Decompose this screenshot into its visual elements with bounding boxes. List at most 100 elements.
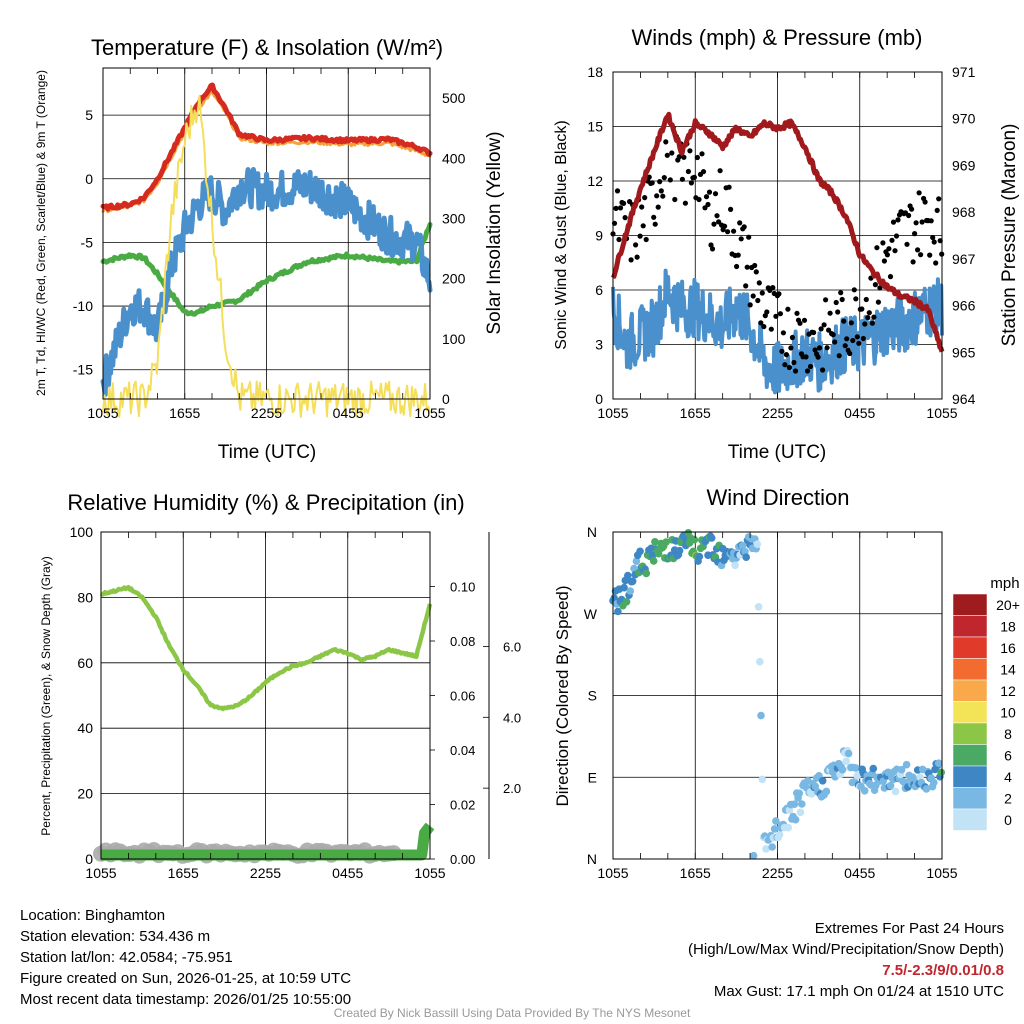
precip-tick-label: 0.02 <box>450 798 475 813</box>
legend-swatch <box>952 615 988 638</box>
precip-tick-label: 0.04 <box>450 743 475 758</box>
gust-point <box>750 293 756 299</box>
wind-direction-point <box>690 535 699 544</box>
wind-direction-point <box>642 569 651 578</box>
gust-point <box>616 236 622 243</box>
legend-swatch <box>952 593 988 616</box>
gust-point <box>722 223 728 229</box>
x-tick-label: 2255 <box>250 865 281 881</box>
gust-point <box>685 168 692 175</box>
y-tick-label: 40 <box>77 720 93 736</box>
gust-point <box>927 252 933 258</box>
gust-point <box>717 168 723 174</box>
wind-direction-point <box>768 843 776 851</box>
x-tick-label: 1655 <box>680 865 711 881</box>
y2-tick-label: 100 <box>442 331 466 347</box>
gust-point <box>893 233 900 239</box>
gust-point <box>874 245 880 251</box>
gust-point <box>912 231 918 237</box>
wind-direction-point <box>869 764 878 773</box>
gust-point <box>913 220 919 226</box>
legend-swatch <box>952 787 988 810</box>
winds-ticks: 1055 1655 2255 0455 105503691215189649659669… <box>587 64 975 421</box>
extremes-title: Extremes For Past 24 Hours <box>814 920 1004 937</box>
wind-direction-point <box>784 823 792 832</box>
gust-point <box>639 204 645 210</box>
gust-point <box>743 283 749 289</box>
temperature-title: Temperature (F) & Insolation (W/m²) <box>91 35 443 60</box>
y2-tick-label: 971 <box>952 64 976 80</box>
y-tick-label: 0 <box>85 851 93 867</box>
wind-direction-point <box>610 594 618 602</box>
wind-direction-point <box>844 749 853 758</box>
extremes-values: 7.5/-2.3/9/0.01/0.8 <box>882 962 1004 979</box>
gust-point <box>797 320 803 326</box>
gust-point <box>820 367 826 373</box>
wind-direction-point <box>790 800 799 808</box>
gust-point <box>890 219 897 225</box>
wind-direction-point <box>707 534 716 542</box>
x-tick-label: 2255 <box>251 405 282 421</box>
gust-point <box>931 239 937 245</box>
pressure-ylabel: Station Pressure (Maroon) <box>999 124 1020 347</box>
y2-tick-label: 400 <box>442 150 466 166</box>
humidity-panel: Relative Humidity (%) & Precipitation (i… <box>39 490 521 881</box>
gust-point <box>801 317 808 323</box>
wind-direction-point <box>798 800 806 808</box>
gust-point <box>871 314 877 320</box>
gust-point <box>738 236 744 242</box>
gust-point <box>848 320 854 326</box>
humidity-ylabel: Percent, Precipitation (Green), & Snow D… <box>39 556 53 835</box>
temperature-xlabel: Time (UTC) <box>218 442 317 463</box>
gust-point <box>709 246 716 252</box>
wind-direction-point <box>934 759 943 767</box>
gust-point <box>918 252 924 258</box>
gust-point <box>928 218 934 224</box>
gust-point <box>667 177 673 183</box>
legend-swatch <box>952 636 988 659</box>
gust-point <box>851 287 857 293</box>
gust-point <box>714 213 720 219</box>
x-tick-label: 2255 <box>762 865 793 881</box>
gust-point <box>811 329 817 336</box>
series-precipitation <box>101 822 435 861</box>
precip-tick-label: 0.10 <box>450 580 475 595</box>
gust-point <box>770 285 776 291</box>
gust-point <box>877 285 883 291</box>
temperature-ticks: 1055 1655 2255 0455 1055-15-10-5050100200300… <box>73 68 466 421</box>
precip-tick-label: 0.06 <box>450 689 475 704</box>
gust-point <box>755 297 761 304</box>
figure-created: Figure created on Sun, 2026-01-25, at 10… <box>20 970 352 987</box>
recent-timestamp: Most recent data timestamp: 2026/01/25 1… <box>20 991 352 1008</box>
speed-legend-title: mph <box>990 575 1019 592</box>
gust-point <box>628 257 634 263</box>
station-elevation: Station elevation: 534.436 m <box>20 928 211 945</box>
wind-direction-title: Wind Direction <box>706 485 849 510</box>
gust-point <box>642 195 648 201</box>
gust-point <box>895 217 901 223</box>
y-tick-label: 3 <box>595 337 603 353</box>
gust-point <box>823 297 829 303</box>
y-tick-label: 15 <box>587 119 603 135</box>
wind-direction-point <box>758 775 767 784</box>
gust-point <box>614 188 621 194</box>
gust-point <box>854 334 860 340</box>
gust-point <box>860 335 866 342</box>
gust-point <box>909 206 915 212</box>
gust-point <box>839 296 845 303</box>
wind-direction-point <box>757 711 765 720</box>
gust-point <box>617 205 624 211</box>
x-tick-label: 0455 <box>844 865 875 881</box>
snow-tick-label: 4.0 <box>503 710 521 725</box>
gust-point <box>687 148 693 154</box>
gust-point <box>699 151 705 157</box>
series-hi-wc <box>100 167 433 398</box>
humidity-series <box>93 584 435 864</box>
y-tick-label: 0 <box>595 391 603 407</box>
gust-point <box>853 296 859 302</box>
legend-label: 6 <box>1004 748 1012 764</box>
gust-point <box>919 219 925 225</box>
credit-line: Created By Nick Bassill Using Data Provi… <box>333 1006 691 1020</box>
gust-point <box>863 296 869 303</box>
temperature-ylabel: 2m T, Td, HI/WC (Red, Green, Scarlet/Blu… <box>34 70 48 396</box>
